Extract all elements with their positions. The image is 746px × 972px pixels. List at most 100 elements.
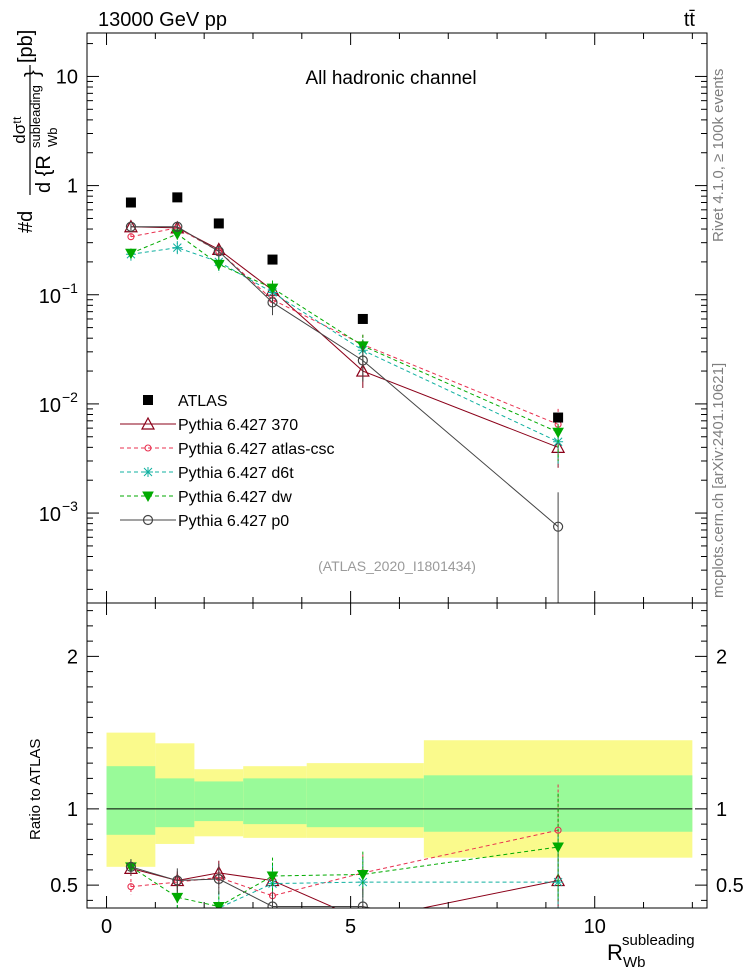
- series-marker: [267, 297, 278, 308]
- analysis-tag: (ATLAS_2020_I1801434): [318, 558, 476, 574]
- series-line: [130, 233, 559, 433]
- ratio-axes: 0.5 0.5 1 1 2 2 0 5 10: [50, 603, 744, 938]
- main-y-tick-label: 10: [39, 286, 61, 308]
- xlabel-sup: subleading: [622, 932, 695, 949]
- legend-label: Pythia 6.427 370: [178, 417, 298, 434]
- ratio-marker: [266, 871, 279, 883]
- ratio-series-line: [130, 846, 559, 908]
- legend-marker: [143, 467, 153, 477]
- ylabel-unit: [pb]: [15, 30, 37, 63]
- data-point: [125, 197, 136, 208]
- ratio-marker: [554, 826, 562, 834]
- series-line: [130, 227, 559, 425]
- ratio-series-line: [130, 867, 559, 908]
- ratio-band-green: [194, 781, 244, 822]
- legend-label: Pythia 6.427 d6t: [178, 465, 294, 482]
- legend-marker: [143, 395, 153, 405]
- main-y-tick-label: 10: [56, 66, 78, 88]
- ratio-marker: [125, 861, 137, 872]
- legend-marker: [142, 514, 154, 526]
- ylabel-prefix: #d: [15, 211, 37, 233]
- series-marker: [266, 283, 279, 295]
- ratio-panel: 0.5 0.5 1 1 2 2 0 5 10: [50, 602, 744, 938]
- ratio-series-group: [123, 784, 566, 908]
- legend-label: Pythia 6.427 atlas-csc: [178, 441, 335, 458]
- ylabel-numerator: dσᵗᵗ: [10, 116, 29, 144]
- ratio-y-tick-label-left: 2: [67, 646, 78, 668]
- ratio-band-green: [106, 766, 156, 835]
- ratio-y-tick-label-left: 0.5: [50, 875, 78, 897]
- main-marks: [123, 192, 566, 603]
- ylabel-denominator-end: }: [22, 70, 44, 77]
- ylabel-denominator-sub: Wb: [45, 128, 60, 148]
- legend-marker: [140, 416, 156, 430]
- xlabel: R subleading Wb: [607, 932, 695, 971]
- ratio-marker: [172, 875, 183, 886]
- ratio-series-line: [130, 829, 559, 897]
- ylabel-denominator-sup: subleading: [28, 85, 43, 148]
- energy-label: 13000 GeV pp: [98, 9, 227, 31]
- series-line: [130, 247, 559, 443]
- legend-marker: [142, 491, 154, 503]
- ratio-marker: [171, 892, 184, 904]
- rivet-label: Rivet 4.1.0, ≥ 100k events: [710, 69, 727, 242]
- legend-label: ATLAS: [178, 393, 228, 410]
- ratio-band-green: [306, 778, 424, 828]
- ylabel-denominator: d {R: [33, 155, 55, 193]
- series-line: [130, 226, 559, 448]
- main-y-tick-label: 10: [39, 504, 61, 526]
- ratio-marker: [213, 873, 224, 885]
- series-marker: [213, 246, 224, 257]
- ratio-series-line: [130, 866, 373, 908]
- main-y-tick-exponent: −2: [62, 389, 78, 405]
- main-y-tick-exponent: −1: [62, 280, 78, 296]
- series-marker: [553, 521, 564, 532]
- main-y-tick-label: 10: [39, 395, 61, 417]
- ratio-marker: [553, 877, 564, 888]
- legend-label: Pythia 6.427 p0: [178, 513, 289, 530]
- series-marker: [127, 233, 135, 241]
- ratio-frame: [86, 602, 708, 909]
- main-y-tick-label: 1: [67, 176, 78, 198]
- ratio-marker: [212, 901, 225, 908]
- ratio-band-green: [243, 778, 307, 825]
- ratio-y-tick-label-right: 1: [716, 799, 727, 821]
- main-ylabel: #d dσᵗᵗ d {R subleading Wb } [pb]: [10, 30, 60, 233]
- ratio-marker: [552, 842, 564, 854]
- series-marker: [172, 242, 183, 253]
- legend-label: Pythia 6.427 dw: [178, 489, 292, 506]
- series-marker: [172, 221, 183, 232]
- mcplots-label: mcplots.cern.ch [arXiv:2401.10621]: [710, 363, 727, 598]
- series-marker: [125, 221, 137, 232]
- xlabel-base: R: [607, 940, 623, 965]
- ratio-y-tick-label-left: 1: [67, 799, 78, 821]
- ratio-marker: [357, 901, 368, 908]
- xlabel-sub: Wb: [623, 954, 646, 971]
- ratio-band-green: [155, 778, 195, 828]
- legend-marker: [144, 444, 152, 452]
- ratio-y-tick-label-right: 0.5: [716, 875, 744, 897]
- ratio-marker: [267, 901, 278, 908]
- main-y-tick-exponent: −3: [62, 498, 78, 514]
- data-point: [267, 254, 278, 265]
- data-point: [553, 412, 564, 423]
- data-point: [213, 218, 224, 229]
- chart-title: All hadronic channel: [305, 68, 476, 89]
- ratio-y-tick-label-right: 2: [716, 646, 727, 668]
- series-line: [130, 226, 559, 528]
- ratio-ylabel: Ratio to ATLAS: [27, 739, 44, 840]
- ratio-marks: [106, 732, 693, 908]
- series-marker: [212, 259, 225, 271]
- process-label: tt̄: [684, 9, 696, 31]
- legend: ATLAS Pythia 6.427 370 Pythia 6.427 atlas-…: [120, 393, 335, 530]
- ratio-band-green: [423, 775, 693, 832]
- x-tick-label: 0: [101, 916, 112, 938]
- series-marker: [357, 355, 368, 366]
- x-tick-label: 5: [345, 916, 356, 938]
- x-tick-label: 10: [584, 916, 606, 938]
- data-point: [357, 313, 368, 324]
- data-point: [172, 192, 183, 203]
- series-marker: [552, 427, 564, 439]
